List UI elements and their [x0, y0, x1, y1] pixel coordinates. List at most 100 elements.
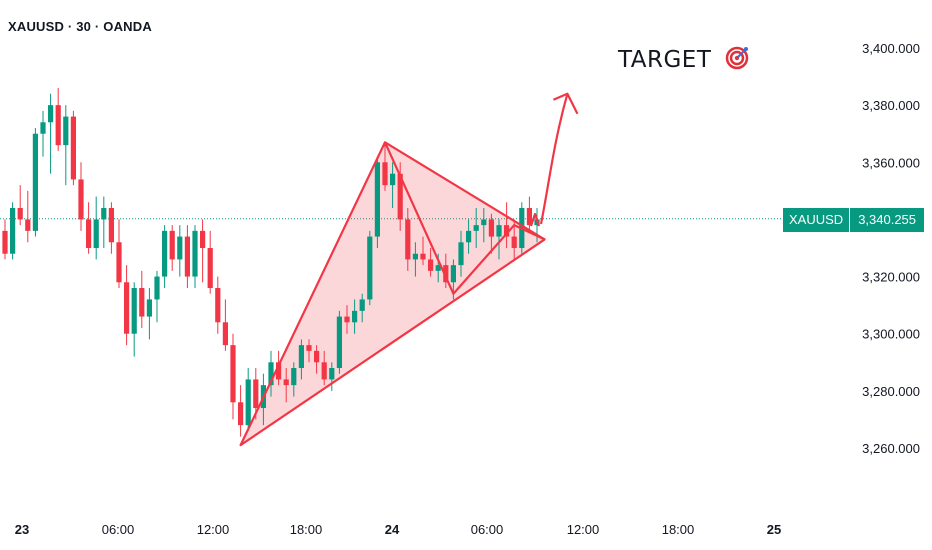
candle-body [291, 368, 297, 386]
candle-body [108, 208, 114, 243]
candle [230, 333, 236, 420]
time-axis[interactable]: 23 06:00 12:00 18:00 24 06:00 12:00 18:00 25 [15, 522, 781, 537]
y-tick-label: 3,380.000 [862, 98, 920, 113]
candle [162, 225, 168, 288]
candle-body [184, 236, 190, 277]
candle-body [101, 208, 107, 220]
candle-body [382, 162, 388, 186]
candle-body [25, 219, 31, 231]
candle-body [48, 105, 54, 123]
candle [420, 236, 426, 266]
candle-body [374, 162, 380, 237]
candle [238, 385, 244, 437]
candle-body [10, 208, 16, 254]
candle-body [146, 299, 152, 317]
candle-body [466, 230, 472, 243]
candle-body [70, 116, 76, 180]
y-tick-label: 3,260.000 [862, 441, 920, 456]
candle [177, 225, 183, 277]
candle [298, 339, 304, 380]
breakout-peak [529, 212, 541, 227]
candle [207, 230, 213, 294]
current-price-tag: XAUUSD 3,340.255 [783, 208, 925, 232]
candle-body [222, 322, 228, 346]
candle [268, 350, 274, 397]
candle-body [397, 173, 403, 220]
candle-body [93, 219, 99, 248]
candle [10, 202, 16, 260]
candle [200, 219, 206, 283]
candles [2, 88, 540, 437]
y-tick-label: 3,360.000 [862, 155, 920, 170]
candle [116, 219, 122, 288]
candle [336, 310, 342, 374]
candle-body [124, 282, 130, 334]
candle [504, 202, 510, 248]
candle [146, 288, 152, 340]
candle-body [238, 402, 244, 426]
candle [40, 110, 46, 157]
candle-body [321, 362, 327, 380]
candle-body [488, 219, 494, 237]
candle-body [481, 219, 487, 226]
candle [496, 219, 502, 260]
candle-body [306, 345, 312, 351]
candle [55, 88, 61, 151]
candle-body [17, 208, 23, 220]
candle [359, 293, 365, 323]
chart-title: XAUUSD · 30 · OANDA [8, 19, 152, 34]
candle [466, 219, 472, 254]
candle-body [283, 379, 289, 386]
candle [63, 105, 69, 186]
candle-body [131, 288, 137, 334]
candle-body [116, 242, 122, 283]
candle-body [428, 259, 434, 271]
candle-body [177, 236, 183, 260]
price-axis[interactable]: 3,400.000 3,380.000 3,360.000 3,320.000 3,30… [862, 41, 920, 456]
candle-body [473, 225, 479, 231]
candle-body [86, 219, 92, 248]
candle-body [245, 379, 251, 426]
candle-body [526, 208, 532, 226]
candle-body [412, 253, 418, 260]
candle [412, 242, 418, 277]
candle [48, 93, 54, 174]
candle [291, 362, 297, 397]
candle-body [253, 379, 259, 408]
candle [245, 368, 251, 431]
candle [428, 248, 434, 277]
target-arrow [539, 93, 569, 225]
candle-body [55, 105, 61, 146]
candle [2, 219, 8, 260]
candle [344, 305, 350, 334]
candle-body [336, 316, 342, 368]
candle-body [435, 265, 441, 271]
candle [374, 156, 380, 248]
candle [86, 202, 92, 254]
target-label: TARGET [618, 47, 712, 73]
candle [367, 230, 373, 306]
target-arrowhead [552, 92, 579, 115]
price-tag-value: 3,340.255 [850, 208, 925, 232]
pattern-lines [239, 92, 579, 447]
candle-body [139, 288, 145, 317]
candle-body [420, 253, 426, 260]
candle [93, 196, 99, 260]
x-tick-label: 23 [15, 522, 29, 537]
candle-body [78, 179, 84, 220]
y-tick-label: 3,320.000 [862, 270, 920, 285]
candle [17, 185, 23, 226]
candle-body [154, 276, 160, 300]
candle-body [504, 225, 510, 237]
candle [108, 202, 114, 254]
candle [154, 270, 160, 323]
candle-body [511, 236, 517, 248]
candle-body [192, 230, 198, 277]
candle [473, 208, 479, 248]
candle [169, 225, 175, 271]
candle [405, 208, 411, 271]
candle [222, 299, 228, 351]
x-tick-label: 12:00 [567, 522, 600, 537]
candle [283, 368, 289, 403]
